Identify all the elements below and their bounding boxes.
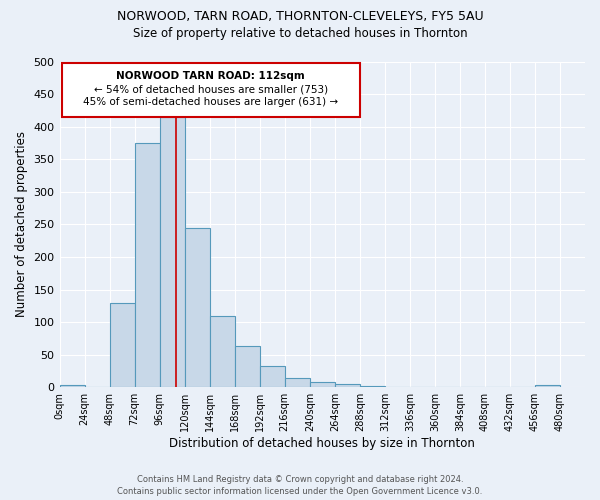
Bar bbox=[335, 384, 360, 388]
Bar bbox=[59, 386, 85, 388]
X-axis label: Distribution of detached houses by size in Thornton: Distribution of detached houses by size … bbox=[169, 437, 475, 450]
Bar bbox=[209, 316, 235, 388]
Bar bbox=[185, 228, 209, 388]
Bar bbox=[310, 382, 335, 388]
Bar bbox=[285, 378, 310, 388]
Bar bbox=[134, 143, 160, 388]
Bar bbox=[535, 386, 560, 388]
Bar bbox=[62, 64, 360, 117]
Text: NORWOOD, TARN ROAD, THORNTON-CLEVELEYS, FY5 5AU: NORWOOD, TARN ROAD, THORNTON-CLEVELEYS, … bbox=[116, 10, 484, 23]
Text: 45% of semi-detached houses are larger (631) →: 45% of semi-detached houses are larger (… bbox=[83, 98, 338, 108]
Text: ← 54% of detached houses are smaller (753): ← 54% of detached houses are smaller (75… bbox=[94, 84, 328, 94]
Bar bbox=[260, 366, 285, 388]
Text: NORWOOD TARN ROAD: 112sqm: NORWOOD TARN ROAD: 112sqm bbox=[116, 72, 305, 82]
Text: Size of property relative to detached houses in Thornton: Size of property relative to detached ho… bbox=[133, 28, 467, 40]
Bar bbox=[235, 346, 260, 388]
Y-axis label: Number of detached properties: Number of detached properties bbox=[15, 132, 28, 318]
Bar bbox=[360, 386, 385, 388]
Text: Contains HM Land Registry data © Crown copyright and database right 2024.: Contains HM Land Registry data © Crown c… bbox=[137, 475, 463, 484]
Bar bbox=[160, 117, 185, 388]
Text: Contains public sector information licensed under the Open Government Licence v3: Contains public sector information licen… bbox=[118, 487, 482, 496]
Bar bbox=[110, 302, 134, 388]
